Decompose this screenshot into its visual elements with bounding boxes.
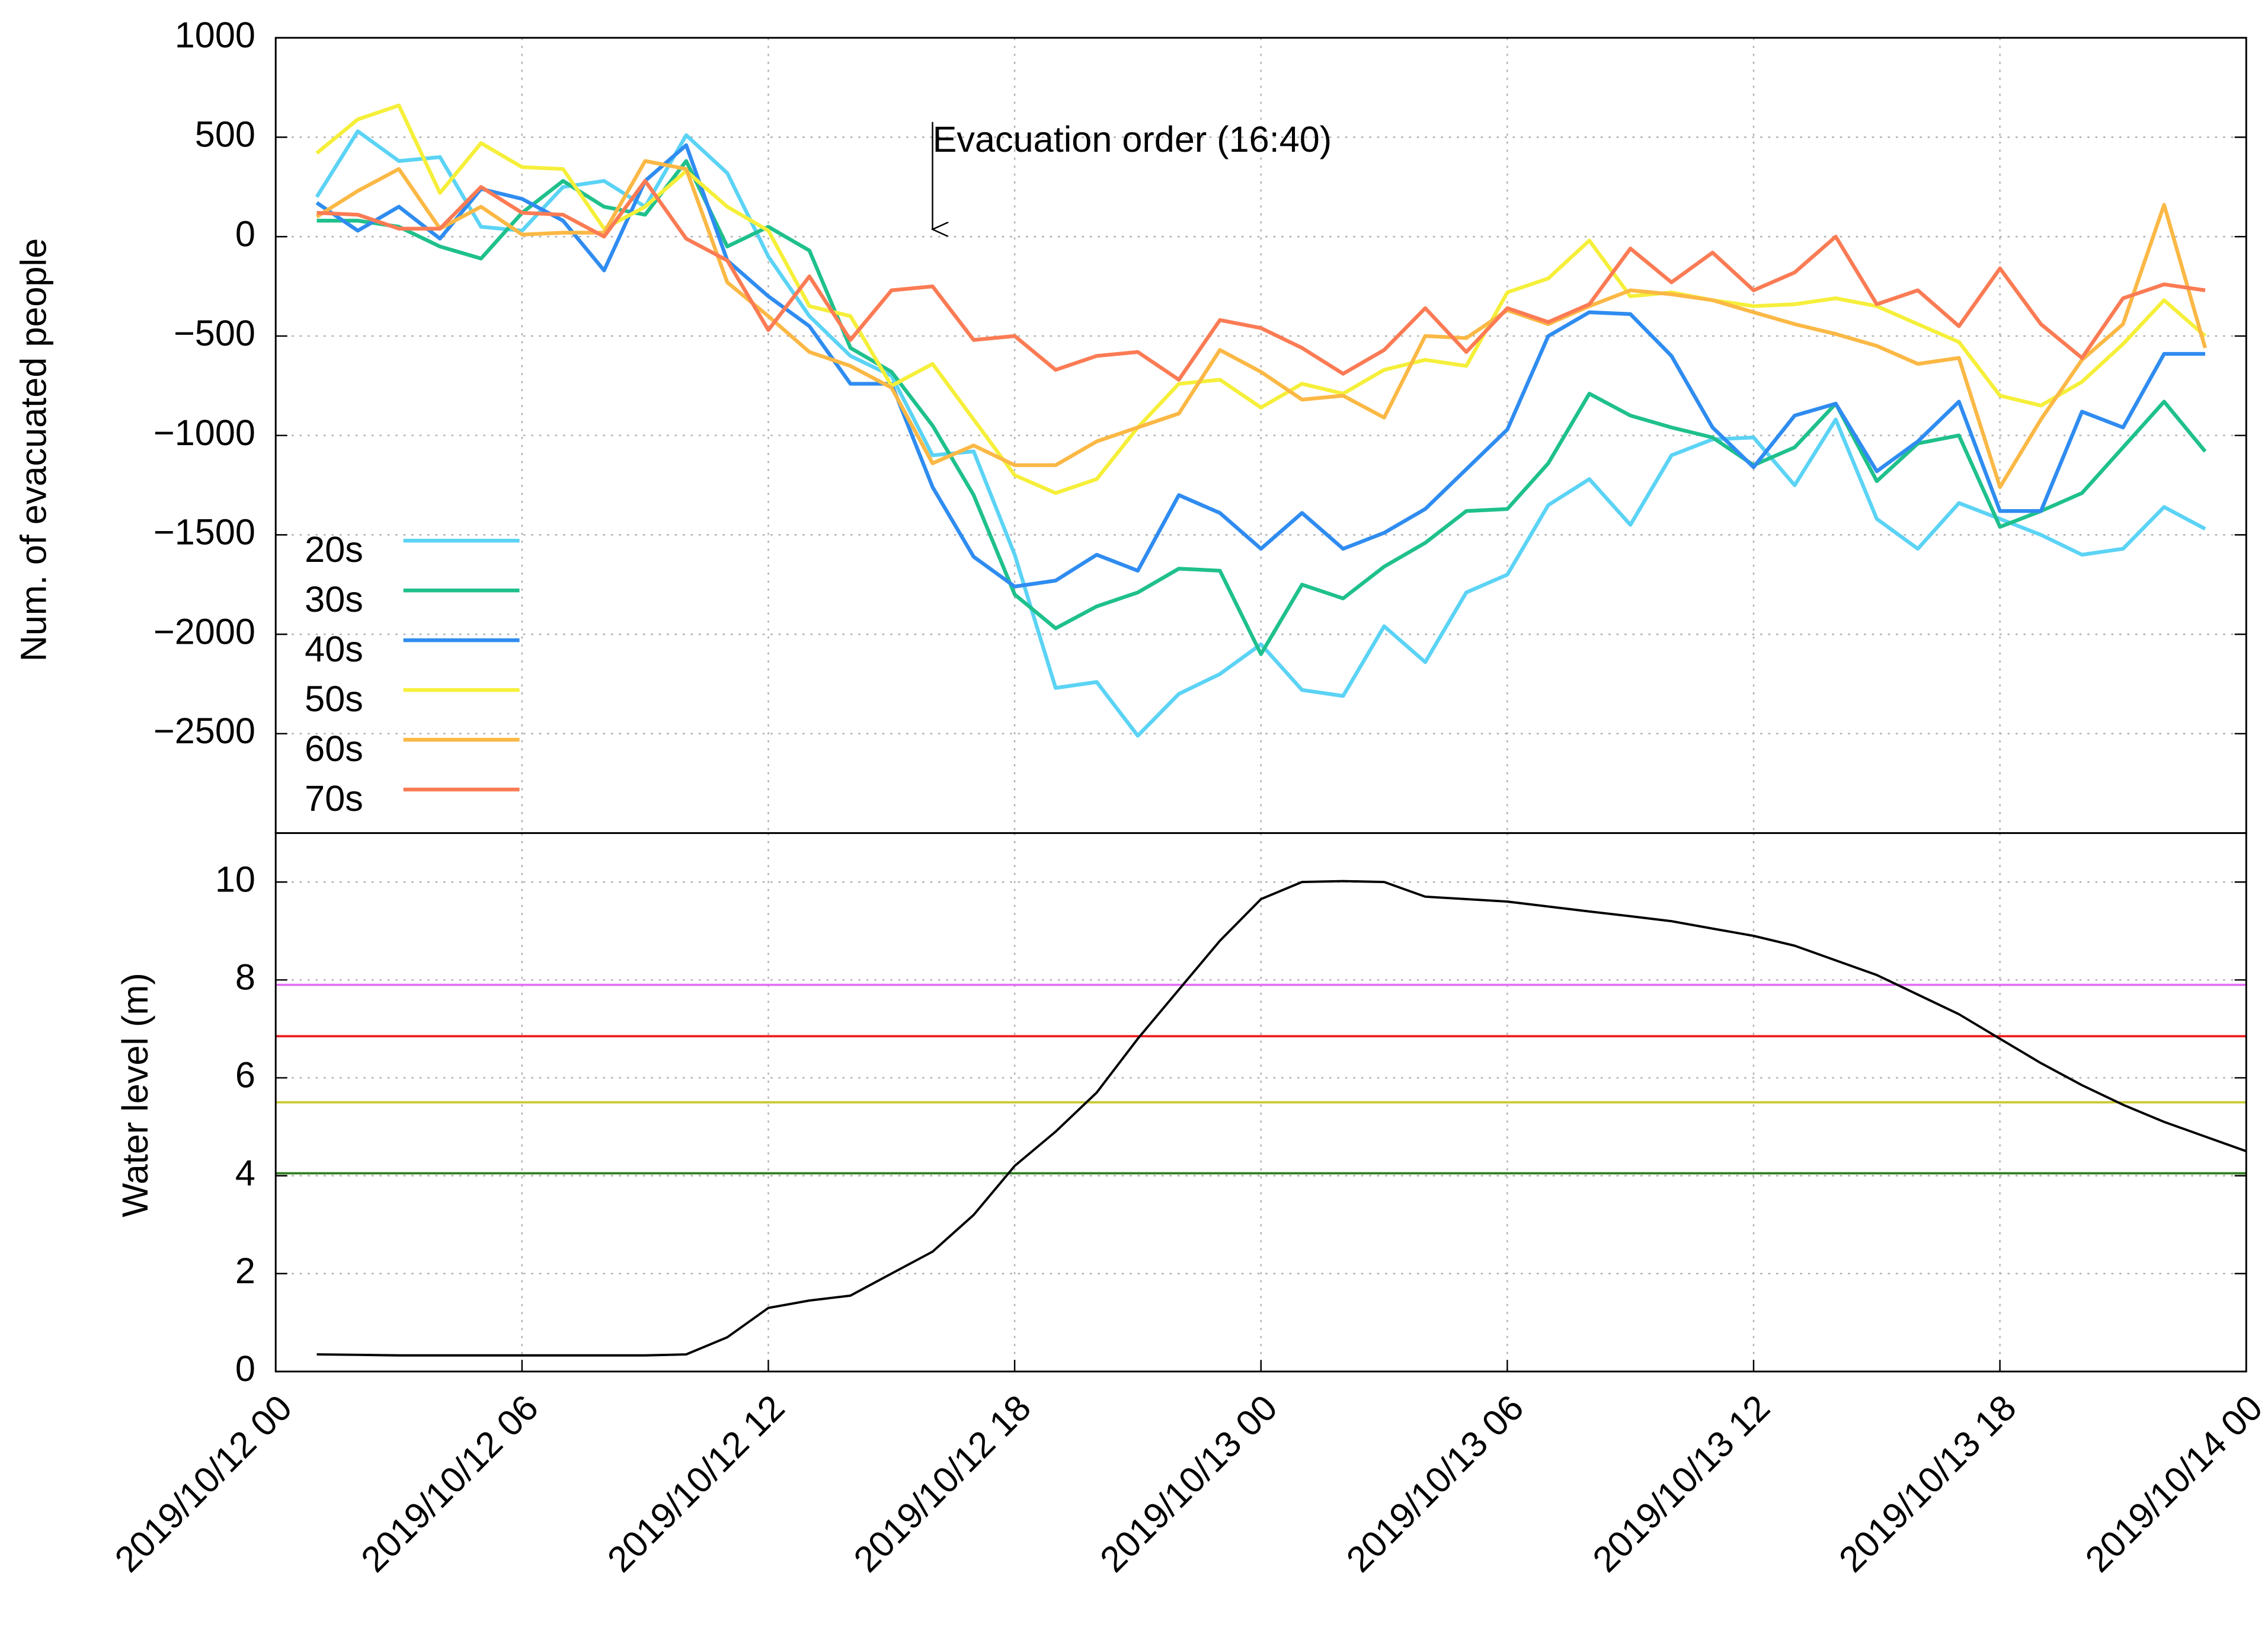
y-tick-label: 0 [235,1348,255,1389]
x-tick-label: 2019/10/12 18 [846,1387,1038,1580]
y-tick-label: 500 [195,114,255,155]
x-tick-label: 2019/10/12 12 [600,1387,792,1580]
annotation: Evacuation order (16:40) [933,119,1332,159]
y-tick-label: 10 [215,859,255,899]
x-tick-label: 2019/10/13 06 [1339,1387,1531,1580]
data-line [315,143,2205,589]
x-tick-label: 2019/10/12 06 [353,1387,546,1580]
y-tick-label: −500 [174,313,255,353]
x-tick-label: 2019/10/12 00 [107,1387,300,1580]
y-axis-label: Water level (m) [115,973,155,1217]
data-line [316,179,2206,382]
y-tick-label: −2500 [153,711,255,751]
y-tick-label: 6 [235,1055,255,1095]
y-tick-label: −1000 [153,413,255,453]
y-tick-label: 4 [235,1153,255,1193]
legend-label: 40s [305,629,363,669]
legend-label: 30s [305,579,363,619]
y-tick-label: −1500 [153,512,255,552]
y-tick-label: 8 [235,957,255,997]
y-tick-label: 1000 [175,15,255,55]
y-axis-label: Num. of evacuated people [13,238,53,662]
plot-frame [274,832,2247,1373]
x-tick-label: 2019/10/14 00 [2078,1387,2268,1580]
x-tick-label: 2019/10/13 12 [1585,1387,1777,1580]
y-tick-label: 2 [235,1251,255,1291]
legend-label: 50s [305,679,363,719]
y-tick-label: −2000 [153,611,255,651]
data-line [315,103,2207,496]
legend-label: 20s [305,529,363,570]
legend-label: 60s [305,728,363,769]
data-line [315,159,2208,490]
x-tick-label: 2019/10/13 18 [1831,1387,2024,1580]
legend-label: 70s [305,778,363,819]
y-tick-label: 0 [235,213,255,254]
x-tick-label: 2019/10/13 00 [1092,1387,1285,1580]
data-line [316,880,2247,1357]
